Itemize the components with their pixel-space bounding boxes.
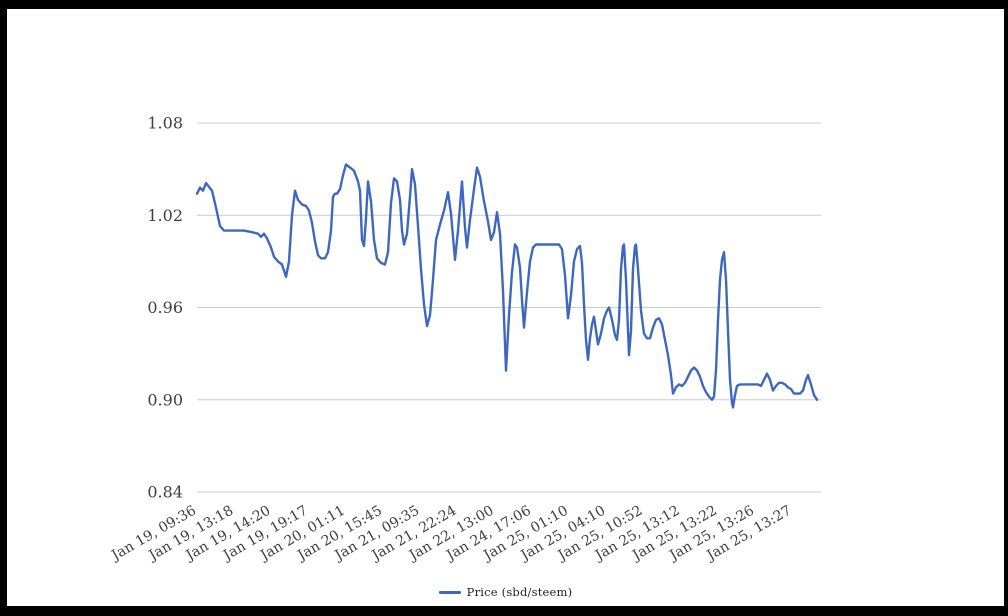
y-axis-tick-label: 0.84: [147, 483, 183, 502]
y-axis-tick-label: 0.90: [147, 390, 183, 409]
y-axis-tick-label: 0.96: [147, 298, 183, 317]
price-line-series: [195, 163, 819, 409]
y-axis-tick-label: 1.02: [147, 206, 183, 225]
y-axis-tick-label: 1.08: [147, 114, 183, 133]
